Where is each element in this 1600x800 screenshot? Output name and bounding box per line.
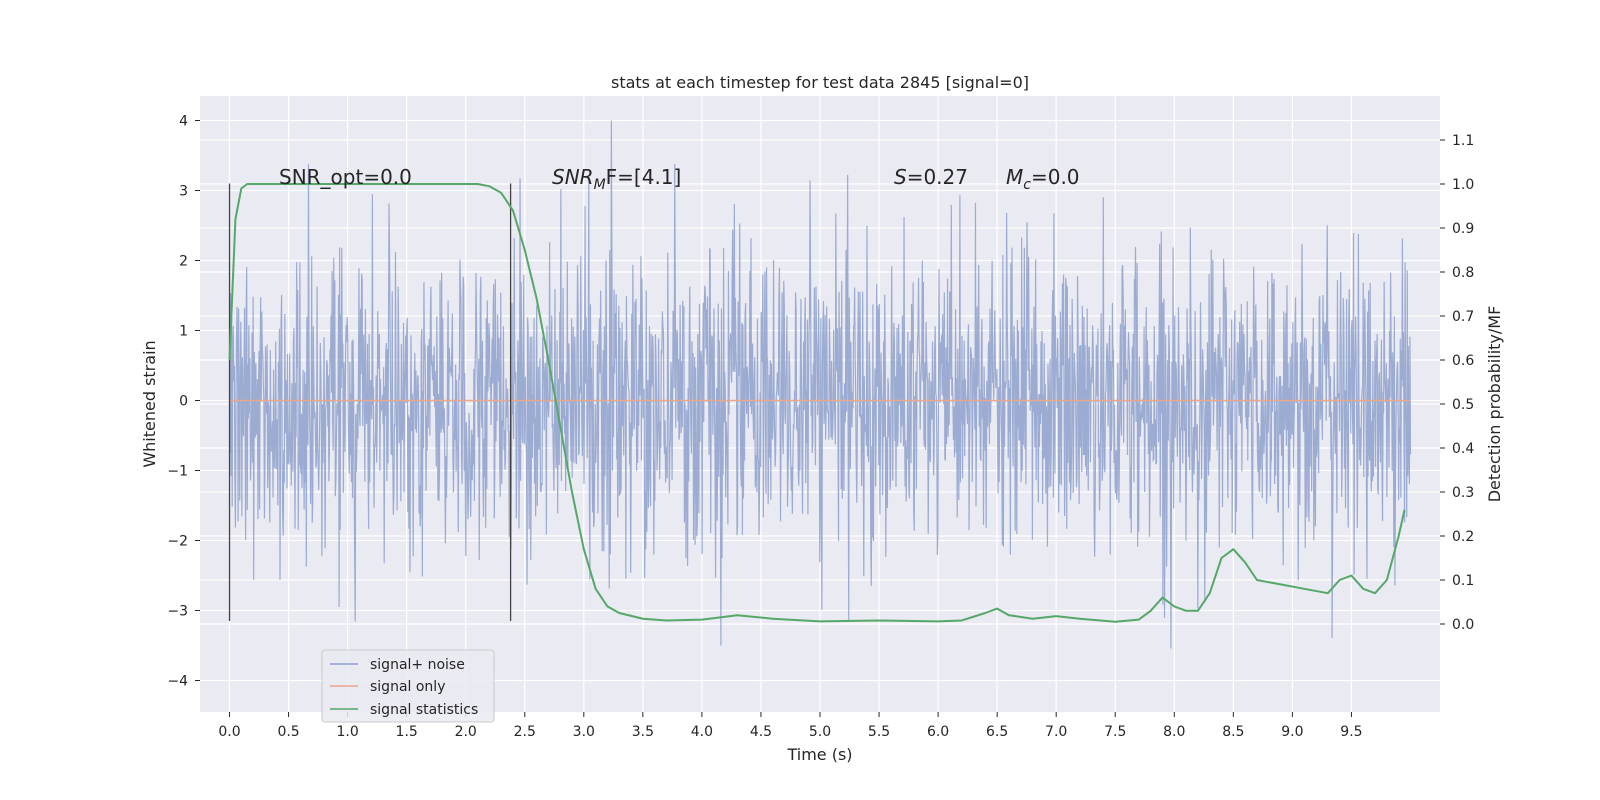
y-left-tick-labels: −4 −3 −2 −1 0 1 2 3 4 <box>167 114 200 690</box>
annotation-snr-mf-base: SNR <box>552 165 594 189</box>
y-left-tick-label: −2 <box>167 534 188 550</box>
x-tick-label: 9.0 <box>1281 724 1303 740</box>
annotation-snr-opt: SNR_opt=0.0 <box>279 165 412 189</box>
signal-plus-noise-series <box>228 120 1412 649</box>
x-tick-label: 3.0 <box>573 724 595 740</box>
y-right-tick-label: 0.2 <box>1452 529 1474 545</box>
y-left-tick-label: −3 <box>167 604 188 620</box>
x-tick-label: 0.0 <box>218 724 240 740</box>
y-right-tick-label: 0.9 <box>1452 221 1474 237</box>
y-left-tick-label: 0 <box>179 394 188 410</box>
y-right-tick-label: 0.6 <box>1452 353 1474 369</box>
y-right-tick-label: 0.7 <box>1452 309 1474 325</box>
x-tick-label: 7.5 <box>1104 724 1126 740</box>
y-left-tick-label: 2 <box>179 254 188 270</box>
y-right-axis-label: Detection probability/MF <box>1485 306 1504 503</box>
legend-box <box>321 649 495 723</box>
y-left-axis-label: Whitened strain <box>140 340 159 467</box>
legend-label-signal: signal only <box>370 679 445 695</box>
legend: signal+ noise signal only signal statist… <box>321 649 495 723</box>
signal-statistics-series <box>228 183 1406 623</box>
x-tick-label: 2.5 <box>514 724 536 740</box>
x-tick-label: 6.5 <box>986 724 1008 740</box>
x-tick-label: 5.0 <box>809 724 831 740</box>
annotation-s: S=0.27 <box>894 165 968 189</box>
y-left-tick-label: 1 <box>179 324 188 340</box>
x-tick-label: 4.5 <box>750 724 772 740</box>
annotation-snr-mf: SNRMF=[4.1] <box>552 165 681 193</box>
y-left-tick-label: 3 <box>179 184 188 200</box>
y-right-tick-label: 0.5 <box>1452 397 1474 413</box>
annotation-s-rest: =0.27 <box>907 165 968 189</box>
annotation-snr-mf-rest: F=[4.1] <box>606 165 682 189</box>
annotation-s-base: S <box>894 165 907 189</box>
annotation-snr-mf-sub: M <box>594 177 606 193</box>
x-tick-label: 5.5 <box>868 724 890 740</box>
x-tick-label: 4.0 <box>691 724 713 740</box>
x-tick-label: 8.5 <box>1222 724 1244 740</box>
x-tick-label: 9.5 <box>1340 724 1362 740</box>
x-tick-label: 1.5 <box>396 724 418 740</box>
y-right-tick-label: 0.0 <box>1452 617 1474 633</box>
vertical-markers <box>228 183 512 621</box>
x-tick-label: 2.0 <box>455 724 477 740</box>
x-tick-label: 3.5 <box>632 724 654 740</box>
annotation-mc-base: M <box>1006 165 1023 189</box>
y-left-tick-label: −4 <box>167 674 188 690</box>
legend-label-stats: signal statistics <box>370 702 478 718</box>
y-right-tick-label: 0.3 <box>1452 485 1474 501</box>
signal-plus-noise-line <box>228 120 1412 649</box>
x-tick-labels: 0.0 0.5 1.0 1.5 2.0 2.5 3.0 3.5 4.0 4.5 5.0 5.5 6.0 6… <box>218 712 1363 740</box>
x-axis-label: Time (s) <box>786 745 852 764</box>
x-tick-label: 6.0 <box>927 724 949 740</box>
x-tick-label: 1.0 <box>336 724 358 740</box>
y-right-tick-label: 1.1 <box>1452 133 1474 149</box>
x-tick-label: 0.5 <box>277 724 299 740</box>
annotation-mc-rest: =0.0 <box>1031 165 1080 189</box>
annotation-mc: Mc=0.0 <box>1006 165 1080 193</box>
y-right-tick-label: 1.0 <box>1452 177 1474 193</box>
legend-label-noise: signal+ noise <box>370 657 465 673</box>
y-right-tick-label: 0.1 <box>1452 573 1474 589</box>
y-right-tick-label: 0.4 <box>1452 441 1474 457</box>
y-right-tick-label: 0.8 <box>1452 265 1474 281</box>
chart-title: stats at each timestep for test data 284… <box>611 73 1029 92</box>
y-left-tick-label: −1 <box>167 464 188 480</box>
annotation-mc-sub: c <box>1023 177 1031 193</box>
signal-statistics-line <box>228 183 1406 623</box>
x-tick-label: 7.0 <box>1045 724 1067 740</box>
x-tick-label: 8.0 <box>1163 724 1185 740</box>
y-right-tick-labels: 0.0 0.1 0.2 0.3 0.4 0.5 0.6 0.7 0.8 0.9 1.0 1.1 <box>1440 133 1474 633</box>
y-left-tick-label: 4 <box>179 114 188 130</box>
